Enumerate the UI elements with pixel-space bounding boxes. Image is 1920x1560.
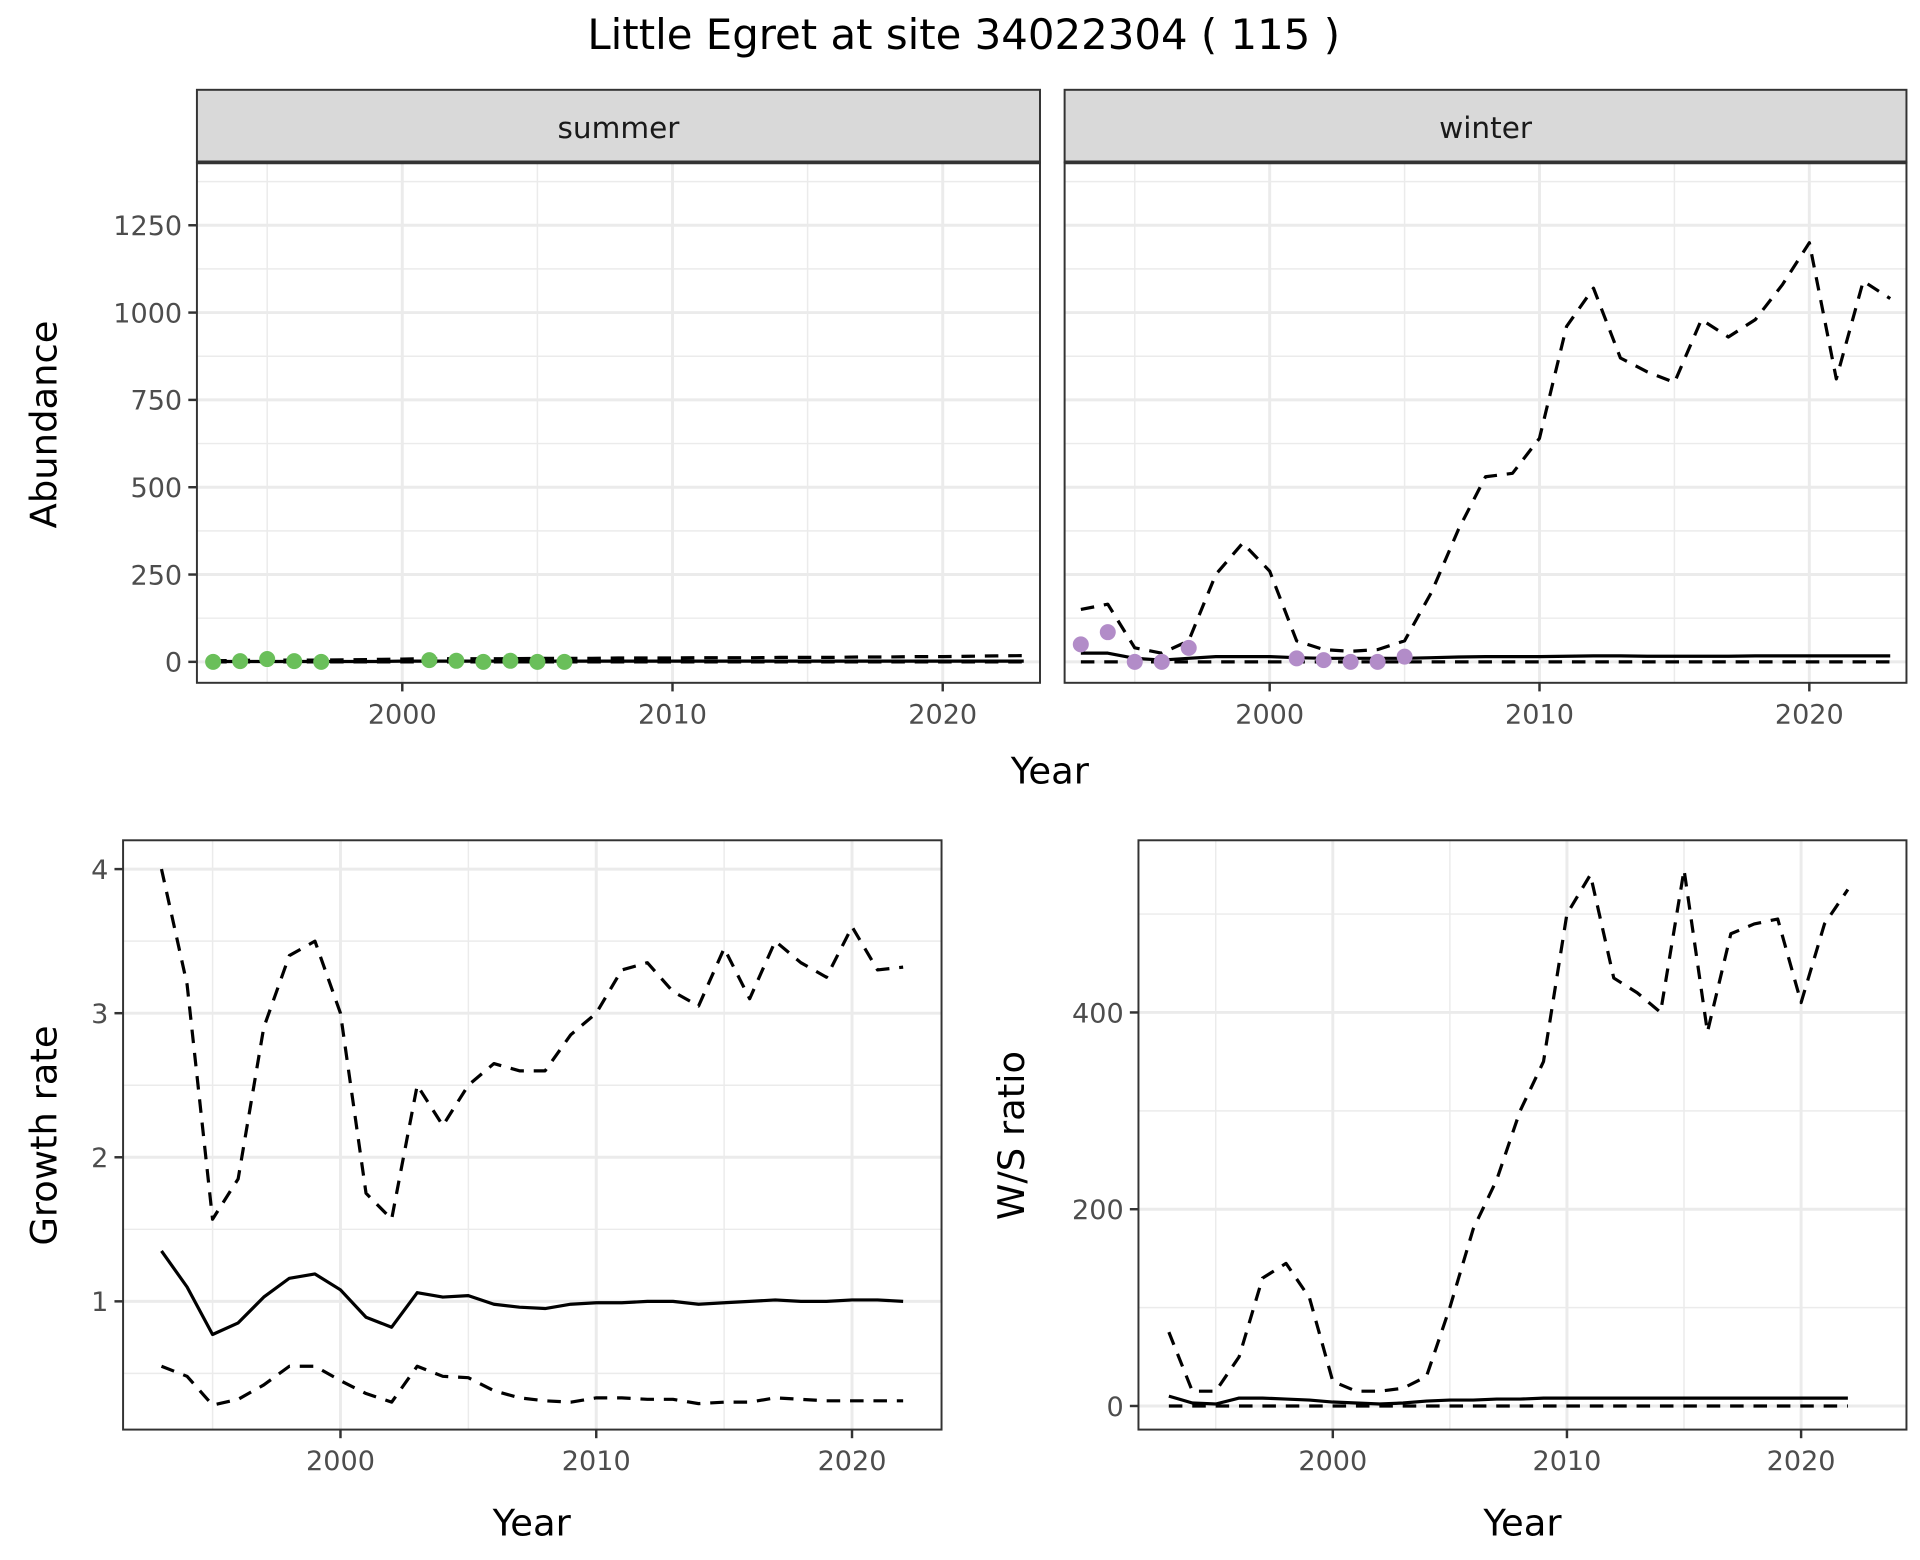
x-tick-label: 2020	[1767, 1446, 1836, 1477]
facet-strip-label: summer	[558, 111, 681, 145]
summer-y-axis-title: Abundance	[23, 321, 66, 529]
y-tick-label: 750	[130, 386, 182, 417]
series-line-mean	[1168, 1394, 1848, 1406]
data-point	[286, 653, 303, 670]
data-point	[448, 652, 465, 669]
y-tick-label: 0	[165, 648, 182, 679]
x-tick-label: 2010	[562, 1446, 631, 1477]
series-line-mean	[1080, 651, 1891, 662]
y-tick-label: 3	[91, 999, 108, 1030]
y-tick-label: 250	[130, 560, 182, 591]
y-tick-label: 500	[130, 473, 182, 504]
y-tick-label: 400	[1072, 998, 1124, 1029]
y-tick-label: 4	[91, 855, 108, 886]
data-point	[502, 652, 519, 669]
x-tick-label: 2000	[368, 699, 437, 730]
data-point	[1342, 653, 1359, 670]
data-point	[1099, 624, 1116, 641]
growth-x-axis-title: Year	[492, 1501, 572, 1544]
series-line-mean	[160, 1250, 904, 1337]
x-tick-label: 2010	[1533, 1446, 1602, 1477]
ws-x-axis-title: Year	[1482, 1501, 1562, 1544]
series-line-upper	[1080, 241, 1892, 655]
chart-title: Little Egret at site 34022304 ( 115 )	[587, 10, 1340, 59]
x-tick-label: 2010	[638, 699, 707, 730]
growth-y-axis-title: Growth rate	[23, 1025, 66, 1245]
y-tick-label: 1250	[113, 211, 182, 242]
data-point	[1180, 639, 1197, 656]
facet-strip-label: winter	[1439, 111, 1533, 145]
summer-panel: 2000 2010 2020 0 250 500 750 1000 1250 summer	[113, 88, 1041, 730]
y-tick-label: 1	[91, 1287, 108, 1318]
data-point	[529, 653, 546, 670]
data-point	[1369, 653, 1386, 670]
shared-x-axis-title: Year	[1010, 750, 1090, 793]
data-point	[1126, 653, 1143, 670]
x-tick-label: 2000	[1235, 699, 1304, 730]
data-point	[421, 652, 438, 669]
data-point	[1153, 653, 1170, 670]
panel-border	[1137, 839, 1908, 1431]
series-line-lower	[160, 1364, 904, 1407]
x-tick-label: 2020	[908, 699, 977, 730]
facet-strip	[1063, 88, 1908, 164]
y-tick-label: 0	[1106, 1392, 1123, 1423]
x-tick-label: 2020	[1775, 699, 1844, 730]
y-tick-label: 1000	[113, 298, 182, 329]
series-line-upper	[1167, 868, 1850, 1393]
ws-y-axis-title: W/S ratio	[990, 1051, 1033, 1220]
facet-strip	[195, 88, 1041, 164]
plot-background	[1138, 840, 1907, 1430]
data-point	[1072, 636, 1089, 653]
data-point	[259, 651, 276, 668]
data-point	[1315, 652, 1332, 669]
y-tick-label: 200	[1072, 1195, 1124, 1226]
growth-panel: 2000 2010 2020 1 2 3 4	[91, 839, 943, 1477]
data-point	[475, 653, 492, 670]
panel-border	[122, 839, 943, 1431]
plot-background	[196, 162, 1040, 683]
series-line-upper	[159, 868, 904, 1221]
series-line-upper	[213, 654, 1024, 663]
x-tick-label: 2000	[1298, 1446, 1367, 1477]
data-point	[556, 653, 573, 670]
plot-background	[123, 840, 942, 1430]
data-point	[205, 653, 222, 670]
x-tick-label: 2000	[306, 1446, 375, 1477]
data-point	[1288, 650, 1305, 667]
winter-panel: 2000 2010 2020 winter	[1063, 88, 1908, 730]
x-tick-label: 2020	[818, 1446, 887, 1477]
plot-background	[1064, 162, 1907, 683]
data-point	[313, 653, 330, 670]
y-tick-label: 2	[91, 1143, 108, 1174]
x-tick-label: 2010	[1505, 699, 1574, 730]
data-point	[1396, 648, 1413, 665]
ws-panel: 2000 2010 2020 0 200 400	[1072, 839, 1908, 1477]
data-point	[232, 653, 249, 670]
